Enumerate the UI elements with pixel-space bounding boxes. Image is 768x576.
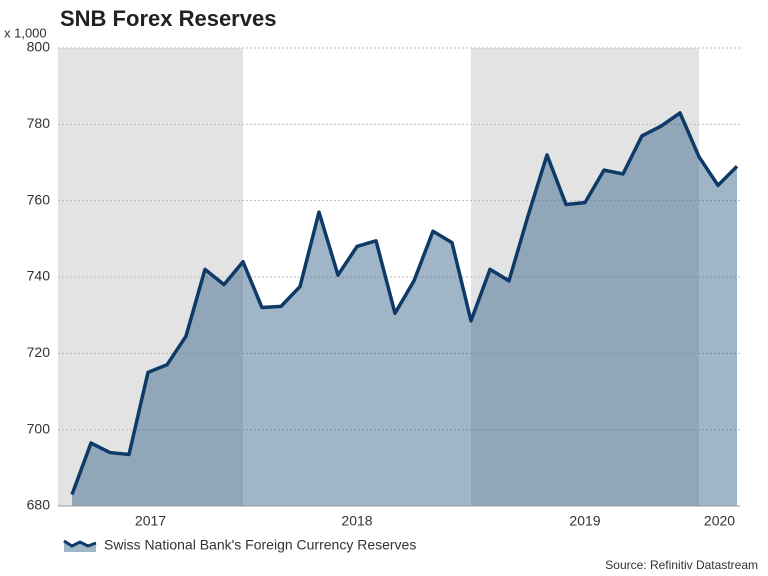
legend-swatch-line [63, 539, 97, 548]
line [70, 111, 739, 496]
y-tick-label: 760 [27, 191, 51, 207]
x-tick-label: 2018 [341, 513, 372, 529]
y-tick-label: 680 [27, 497, 51, 513]
x-tick-label: 2017 [135, 513, 166, 529]
x-tick-label: 2019 [569, 513, 600, 529]
x-tick-label: 2020 [704, 513, 735, 529]
y-unit-label: x 1,000 [4, 25, 47, 40]
chart-title: SNB Forex Reserves [60, 6, 276, 31]
y-tick-label: 700 [27, 420, 51, 436]
legend-swatch [64, 541, 96, 552]
y-tick-label: 800 [27, 39, 51, 55]
y-tick-label: 780 [27, 115, 51, 131]
plot: 2017 2018 2019 2020 680 700 720 740 760 780 800 [27, 39, 740, 552]
area [72, 112, 737, 506]
legend-label: Swiss National Bank's Foreign Currency R… [104, 537, 416, 553]
y-tick-label: 720 [27, 344, 51, 360]
source: Source: Refinitiv Datastream [605, 558, 758, 572]
y-tick-label: 740 [27, 268, 51, 284]
